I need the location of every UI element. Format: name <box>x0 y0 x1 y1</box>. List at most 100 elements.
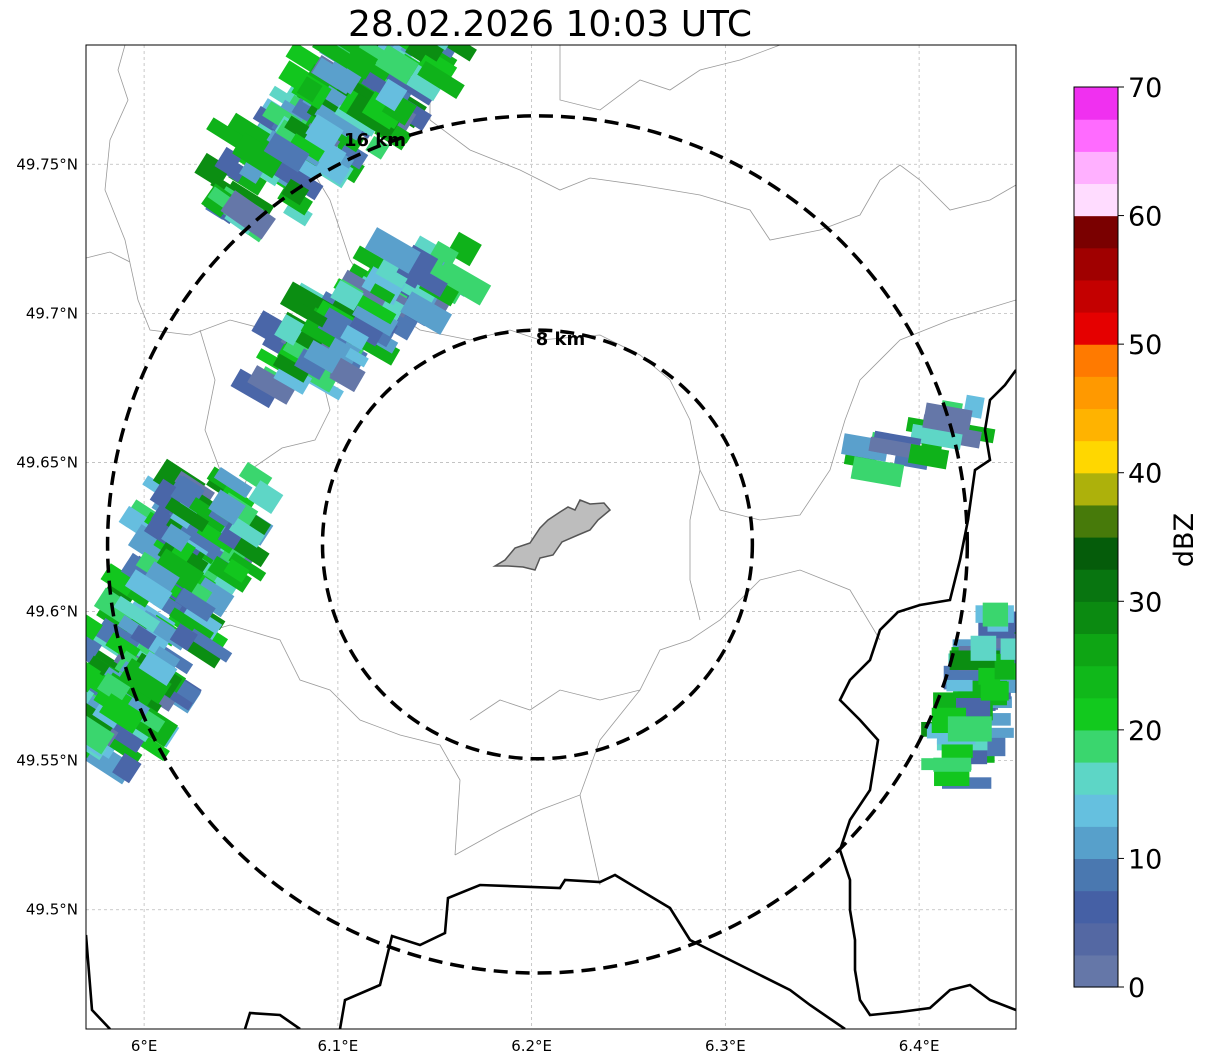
echo-cell <box>228 517 265 548</box>
echo-cell <box>394 45 448 62</box>
axis-ticks: 6°E 6.1°E 6.2°E 6.3°E 6.4°E 49.75°N 49.7°N 49.6… <box>16 155 939 1055</box>
echo-cell <box>933 757 972 772</box>
echo-cell <box>232 132 286 179</box>
echo-cell <box>970 635 997 661</box>
echo-cell <box>982 602 1009 627</box>
country-borders <box>86 369 1016 1029</box>
commune-boundary <box>454 569 881 856</box>
map-layers: 8 km 16 km <box>86 45 1016 1029</box>
echo-cell <box>324 335 361 370</box>
colorbar-cell <box>1074 601 1118 635</box>
echo-cell <box>164 497 209 533</box>
echo-cell <box>340 325 369 351</box>
colorbar-label: dBZ <box>1169 513 1200 567</box>
echo-cell <box>330 280 364 311</box>
echo-cell <box>175 587 216 622</box>
colorbar-tick-label: 20 <box>1128 716 1162 747</box>
echo-cell <box>978 667 1001 685</box>
colorbar-cell <box>1074 922 1118 956</box>
colorbar-cell <box>1074 151 1118 185</box>
echo-cell <box>447 45 477 62</box>
echo-cell <box>223 558 250 583</box>
echo-cell <box>113 595 161 633</box>
echo-cell <box>364 227 421 274</box>
colorbar-cell <box>1074 408 1118 442</box>
echo-cell <box>305 114 344 150</box>
echo-cell <box>314 103 363 141</box>
echo-cell <box>406 64 446 102</box>
echo-cell <box>334 104 377 137</box>
lon-tick-label: 6.4°E <box>899 1037 940 1055</box>
commune-boundary <box>579 794 601 886</box>
colorbar-cells <box>1074 87 1118 988</box>
echo-cell <box>342 45 379 80</box>
echo-cell <box>194 152 232 188</box>
colorbar-cell <box>1074 954 1118 988</box>
colorbar-tick-label: 70 <box>1128 73 1162 104</box>
echo-cell <box>312 45 355 69</box>
echo-cell <box>230 368 279 409</box>
colorbar-cell <box>1074 472 1118 506</box>
echo-cell <box>329 357 366 393</box>
national-border <box>86 934 111 1029</box>
commune-boundary <box>104 45 331 521</box>
echo-cell <box>248 480 284 514</box>
map-frame <box>85 44 1017 1030</box>
echo-cell <box>130 624 157 650</box>
commune-boundaries <box>86 45 1016 886</box>
city-outline <box>492 499 612 571</box>
lon-tick-label: 6.1°E <box>317 1037 358 1055</box>
colorbar-cell <box>1074 826 1118 860</box>
echo-cell <box>374 45 419 85</box>
echo-cell <box>96 672 131 704</box>
colorbar-cell <box>1074 890 1118 924</box>
national-border <box>338 873 846 1029</box>
echo-cell <box>296 303 328 328</box>
echo-cell <box>262 332 286 355</box>
echo-cell <box>220 190 276 240</box>
commune-boundary <box>429 45 1016 241</box>
lat-tick-label: 49.6°N <box>26 603 78 621</box>
echo-cell <box>228 552 267 582</box>
colorbar-tick-label: 40 <box>1128 459 1162 490</box>
echo-cell <box>231 534 270 568</box>
colorbar-cell <box>1074 247 1118 281</box>
echo-cell <box>263 132 310 173</box>
echo-cell <box>87 655 110 677</box>
lon-tick-label: 6.2°E <box>511 1037 552 1055</box>
lat-tick-label: 49.5°N <box>26 901 78 919</box>
echo-cell <box>153 548 205 594</box>
colorbar-cell <box>1074 697 1118 731</box>
echo-cell <box>180 603 223 641</box>
echo-cell <box>86 628 102 664</box>
colorbar-cell <box>1074 215 1118 249</box>
echo-cell <box>345 347 369 368</box>
echo-cell <box>118 658 172 705</box>
colorbar-cell <box>1074 537 1118 570</box>
echo-cell <box>86 713 115 755</box>
colorbar-tick-label: 60 <box>1128 202 1162 233</box>
echo-cell <box>272 353 311 383</box>
colorbar-tick-label: 10 <box>1128 844 1162 875</box>
echo-cell <box>351 291 397 325</box>
colorbar-cell <box>1074 344 1118 377</box>
echo-cell <box>994 653 1015 680</box>
colorbar-cell <box>1074 762 1118 795</box>
national-border <box>243 1011 301 1029</box>
lat-tick-label: 49.65°N <box>16 453 78 471</box>
echo-cell <box>868 436 920 460</box>
lon-tick-label: 6.3°E <box>705 1037 746 1055</box>
echo-cell <box>296 76 323 103</box>
echo-cell <box>112 752 142 784</box>
echo-cell <box>169 607 214 642</box>
commune-boundary <box>469 689 641 721</box>
colorbar-cell <box>1074 858 1118 892</box>
echo-cell <box>274 314 306 346</box>
echo-cell <box>161 523 192 552</box>
echo-cell <box>946 679 973 692</box>
colorbar-tick-label: 50 <box>1128 330 1162 361</box>
national-border <box>838 369 1016 1017</box>
echo-cell <box>86 613 103 641</box>
echo-cell <box>417 60 465 99</box>
commune-boundary <box>199 329 221 471</box>
